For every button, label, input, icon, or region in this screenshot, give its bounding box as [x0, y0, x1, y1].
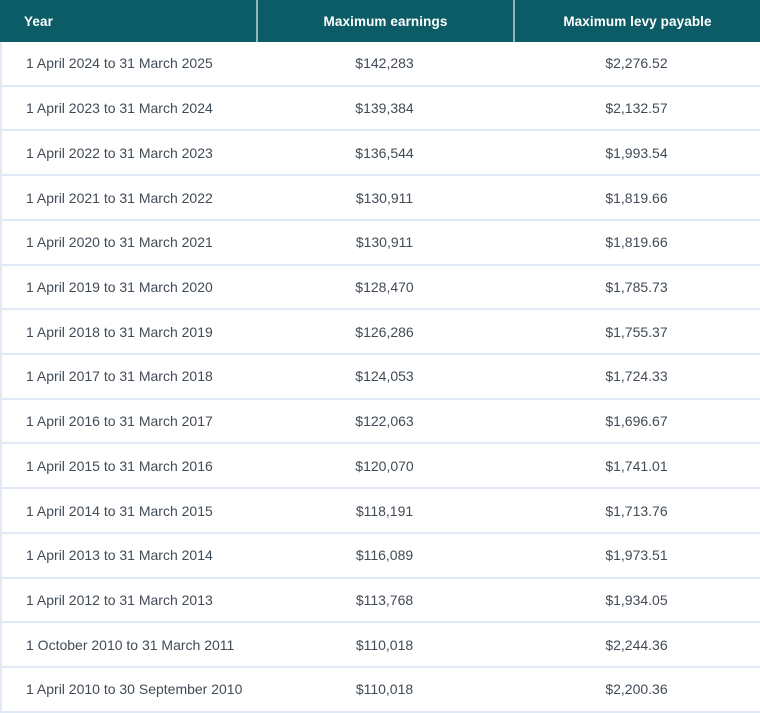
max-earnings-cell: $118,191 [256, 489, 513, 534]
max-earnings-cell: $136,544 [256, 131, 513, 176]
max-earnings-cell: $128,470 [256, 266, 513, 311]
year-cell: 1 April 2019 to 31 March 2020 [0, 266, 256, 311]
table-row: 1 April 2023 to 31 March 2024$139,384$2,… [0, 87, 760, 132]
table-row: 1 April 2019 to 31 March 2020$128,470$1,… [0, 266, 760, 311]
year-cell: 1 April 2024 to 31 March 2025 [0, 42, 256, 87]
table-header: Year Maximum earnings Maximum levy payab… [0, 0, 760, 42]
max-earnings-cell: $120,070 [256, 444, 513, 489]
max-earnings-cell: $113,768 [256, 579, 513, 624]
column-header-max-levy-payable: Maximum levy payable [513, 0, 760, 42]
year-cell: 1 April 2016 to 31 March 2017 [0, 400, 256, 445]
table-row: 1 April 2015 to 31 March 2016$120,070$1,… [0, 444, 760, 489]
table-row: 1 April 2013 to 31 March 2014$116,089$1,… [0, 534, 760, 579]
year-cell: 1 April 2022 to 31 March 2023 [0, 131, 256, 176]
header-row: Year Maximum earnings Maximum levy payab… [0, 0, 760, 42]
max-levy-cell: $1,724.33 [513, 355, 760, 400]
levy-rates-table: Year Maximum earnings Maximum levy payab… [0, 0, 760, 713]
table-row: 1 April 2017 to 31 March 2018$124,053$1,… [0, 355, 760, 400]
max-levy-cell: $2,244.36 [513, 623, 760, 668]
max-levy-cell: $1,819.66 [513, 176, 760, 221]
max-earnings-cell: $130,911 [256, 221, 513, 266]
max-earnings-cell: $110,018 [256, 623, 513, 668]
max-levy-cell: $1,973.51 [513, 534, 760, 579]
max-earnings-cell: $142,283 [256, 42, 513, 87]
max-levy-cell: $1,713.76 [513, 489, 760, 534]
table-row: 1 April 2016 to 31 March 2017$122,063$1,… [0, 400, 760, 445]
table-row: 1 April 2022 to 31 March 2023$136,544$1,… [0, 131, 760, 176]
max-earnings-cell: $126,286 [256, 310, 513, 355]
max-levy-cell: $2,132.57 [513, 87, 760, 132]
table-body: 1 April 2024 to 31 March 2025$142,283$2,… [0, 42, 760, 713]
year-cell: 1 April 2010 to 30 September 2010 [0, 668, 256, 713]
year-cell: 1 April 2012 to 31 March 2013 [0, 579, 256, 624]
table-row: 1 April 2012 to 31 March 2013$113,768$1,… [0, 579, 760, 624]
year-cell: 1 April 2021 to 31 March 2022 [0, 176, 256, 221]
table-row: 1 April 2021 to 31 March 2022$130,911$1,… [0, 176, 760, 221]
max-levy-cell: $2,200.36 [513, 668, 760, 713]
table-row: 1 April 2014 to 31 March 2015$118,191$1,… [0, 489, 760, 534]
table-row: 1 April 2018 to 31 March 2019$126,286$1,… [0, 310, 760, 355]
year-cell: 1 April 2014 to 31 March 2015 [0, 489, 256, 534]
year-cell: 1 April 2015 to 31 March 2016 [0, 444, 256, 489]
max-levy-cell: $1,741.01 [513, 444, 760, 489]
max-levy-cell: $1,934.05 [513, 579, 760, 624]
column-header-year: Year [0, 0, 256, 42]
max-levy-cell: $1,819.66 [513, 221, 760, 266]
max-levy-cell: $1,755.37 [513, 310, 760, 355]
table-row: 1 April 2010 to 30 September 2010$110,01… [0, 668, 760, 713]
year-cell: 1 October 2010 to 31 March 2011 [0, 623, 256, 668]
table-row: 1 October 2010 to 31 March 2011$110,018$… [0, 623, 760, 668]
year-cell: 1 April 2018 to 31 March 2019 [0, 310, 256, 355]
max-earnings-cell: $139,384 [256, 87, 513, 132]
max-earnings-cell: $122,063 [256, 400, 513, 445]
max-levy-cell: $1,785.73 [513, 266, 760, 311]
max-levy-cell: $1,696.67 [513, 400, 760, 445]
max-earnings-cell: $116,089 [256, 534, 513, 579]
year-cell: 1 April 2023 to 31 March 2024 [0, 87, 256, 132]
table-row: 1 April 2020 to 31 March 2021$130,911$1,… [0, 221, 760, 266]
max-levy-cell: $2,276.52 [513, 42, 760, 87]
max-earnings-cell: $124,053 [256, 355, 513, 400]
max-earnings-cell: $130,911 [256, 176, 513, 221]
table-row: 1 April 2024 to 31 March 2025$142,283$2,… [0, 42, 760, 87]
year-cell: 1 April 2013 to 31 March 2014 [0, 534, 256, 579]
year-cell: 1 April 2020 to 31 March 2021 [0, 221, 256, 266]
max-levy-cell: $1,993.54 [513, 131, 760, 176]
year-cell: 1 April 2017 to 31 March 2018 [0, 355, 256, 400]
max-earnings-cell: $110,018 [256, 668, 513, 713]
column-header-max-earnings: Maximum earnings [256, 0, 513, 42]
